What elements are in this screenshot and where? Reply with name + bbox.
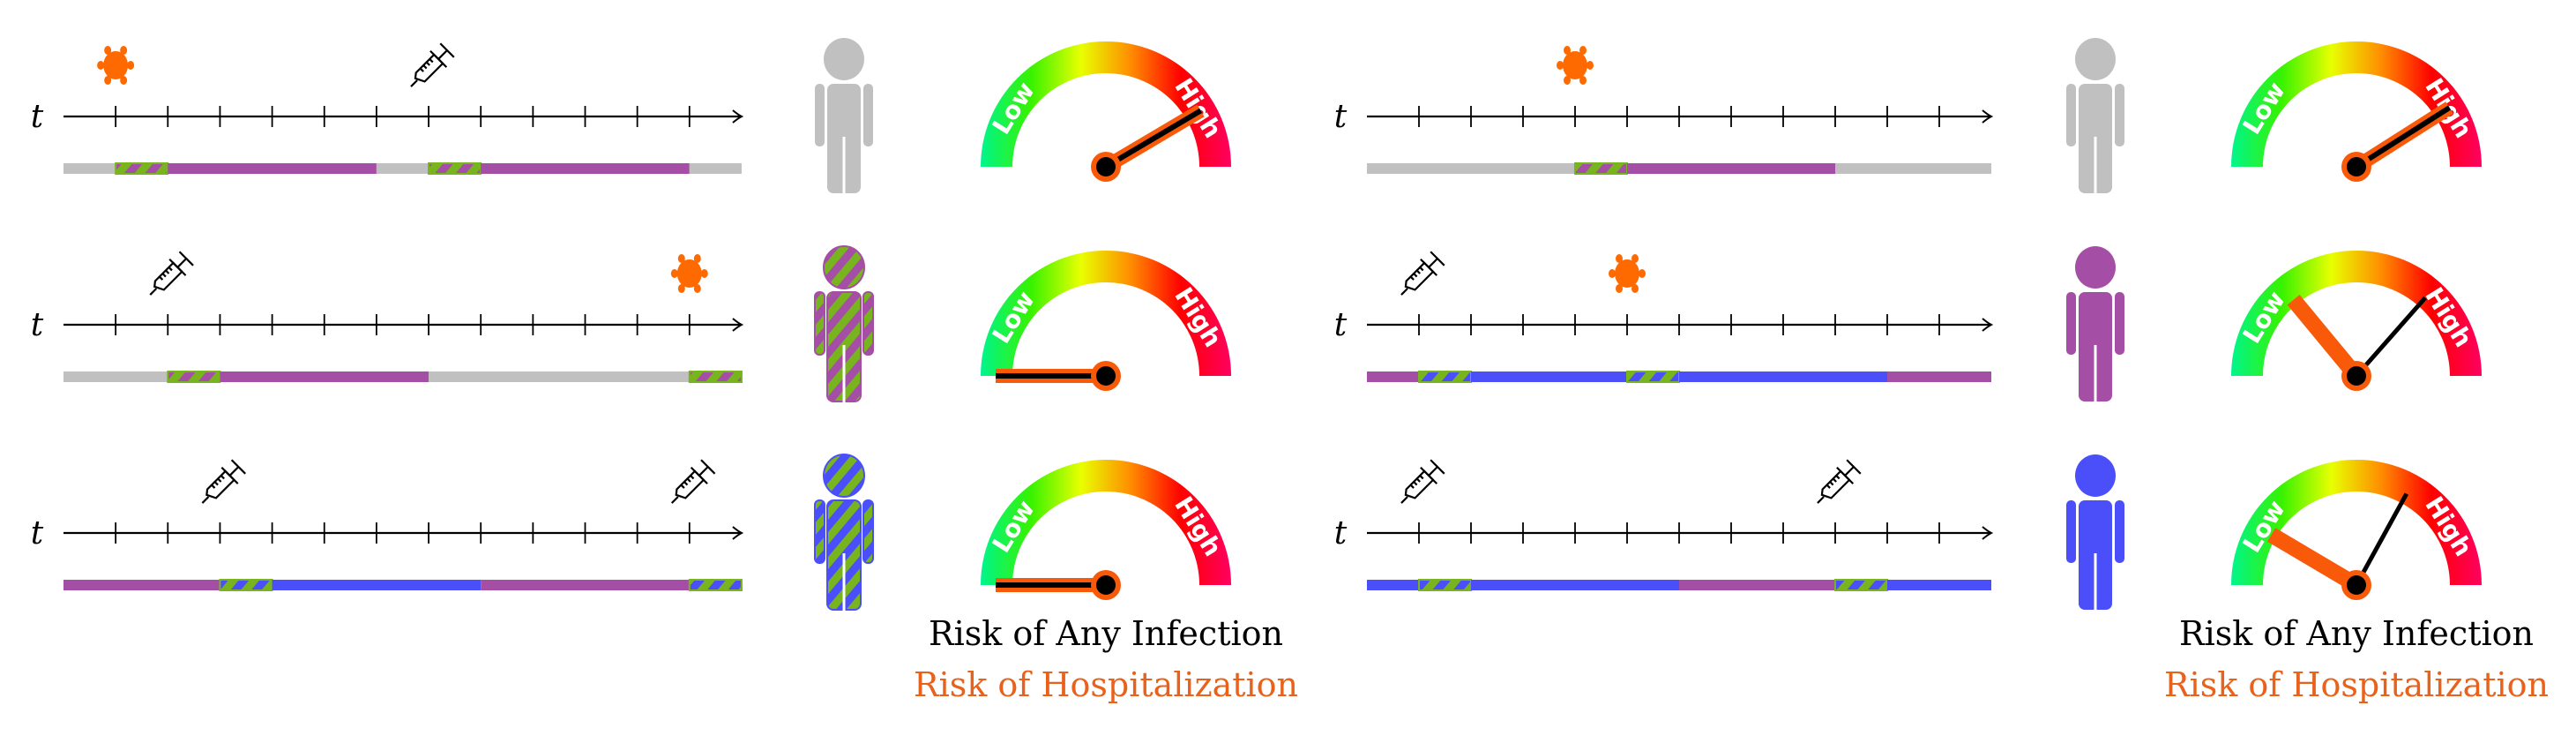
gauge-label-high: High bbox=[1169, 492, 1228, 561]
gauge-label-high: High bbox=[1169, 282, 1228, 352]
immunity-status-bar bbox=[63, 371, 743, 383]
axis-label-t: t bbox=[1334, 515, 1348, 552]
virus-icon bbox=[97, 46, 135, 85]
axis-label-t: t bbox=[1334, 99, 1348, 135]
status-segment bbox=[376, 163, 429, 174]
syringe-icon bbox=[1817, 459, 1862, 504]
virus-icon bbox=[670, 254, 708, 293]
gauge-arc bbox=[2231, 41, 2482, 167]
status-segment bbox=[115, 162, 169, 175]
syringe-icon bbox=[410, 42, 455, 87]
status-segment bbox=[1835, 163, 1991, 174]
person-icon bbox=[2066, 246, 2124, 403]
gauge-arc bbox=[981, 251, 1231, 376]
gauge-arc bbox=[981, 41, 1231, 167]
status-segment bbox=[1418, 579, 1472, 591]
virus-icon bbox=[1609, 254, 1646, 293]
immunity-status-bar bbox=[1367, 371, 1991, 383]
caption-infection-left: Risk of Any Infection bbox=[929, 614, 1283, 653]
status-segment bbox=[1887, 580, 1991, 590]
person-icon bbox=[814, 245, 874, 403]
status-segment bbox=[1418, 371, 1472, 383]
status-segment bbox=[1679, 372, 1887, 382]
virus-icon bbox=[1557, 46, 1594, 85]
status-segment bbox=[1471, 580, 1679, 590]
status-segment bbox=[1679, 580, 1835, 590]
gauge-needles bbox=[2352, 101, 2453, 173]
gauge-arc bbox=[2231, 251, 2482, 376]
status-segment bbox=[481, 163, 690, 174]
person-icon bbox=[814, 454, 874, 612]
axis-label-t: t bbox=[31, 307, 44, 343]
status-segment bbox=[481, 580, 690, 590]
status-segment bbox=[429, 372, 690, 382]
status-segment bbox=[1834, 579, 1888, 591]
axis-label-t: t bbox=[31, 99, 44, 135]
immunity-status-bar bbox=[63, 579, 743, 591]
person-icon bbox=[2066, 38, 2124, 195]
person-icon bbox=[2066, 454, 2124, 612]
status-segment bbox=[1627, 163, 1835, 174]
person-icon bbox=[815, 38, 873, 195]
status-segment bbox=[63, 580, 220, 590]
axis-label-t: t bbox=[31, 515, 44, 552]
axis-label-t: t bbox=[1334, 307, 1348, 343]
status-segment bbox=[1367, 580, 1419, 590]
caption-hospitalization-left: Risk of Hospitalization bbox=[913, 665, 1299, 704]
status-segment bbox=[1574, 162, 1628, 175]
status-segment bbox=[220, 372, 429, 382]
status-segment bbox=[428, 162, 482, 175]
status-segment bbox=[688, 371, 743, 383]
status-segment bbox=[688, 579, 743, 591]
caption-infection-right: Risk of Any Infection bbox=[2179, 614, 2534, 653]
status-segment bbox=[63, 163, 116, 174]
status-segment bbox=[689, 163, 742, 174]
syringe-icon bbox=[1400, 459, 1445, 504]
syringe-icon bbox=[1400, 251, 1445, 296]
status-segment bbox=[1471, 372, 1627, 382]
immunity-status-bar bbox=[1367, 579, 1991, 591]
status-segment bbox=[219, 579, 273, 591]
gauge-arc bbox=[981, 460, 1231, 585]
status-segment bbox=[168, 163, 377, 174]
gauge-label-high: High bbox=[2419, 492, 2478, 561]
gauge-needles bbox=[2287, 294, 2427, 381]
gauge-needles bbox=[1101, 104, 1205, 173]
status-segment bbox=[63, 372, 168, 382]
status-segment bbox=[1367, 163, 1575, 174]
syringe-icon bbox=[670, 459, 716, 504]
gauge-needles bbox=[2267, 492, 2409, 592]
gauge-arc bbox=[2231, 460, 2482, 585]
immunity-status-bar bbox=[1367, 162, 1991, 175]
status-segment bbox=[167, 371, 221, 383]
status-segment bbox=[1367, 372, 1419, 382]
gauge-label-high: High bbox=[2419, 282, 2478, 352]
syringe-icon bbox=[201, 459, 246, 504]
syringe-icon bbox=[149, 251, 194, 296]
caption-hospitalization-right: Risk of Hospitalization bbox=[2163, 665, 2550, 704]
status-segment bbox=[1887, 372, 1991, 382]
status-segment bbox=[1626, 371, 1680, 383]
immunity-status-bar bbox=[63, 162, 742, 175]
status-segment bbox=[272, 580, 482, 590]
